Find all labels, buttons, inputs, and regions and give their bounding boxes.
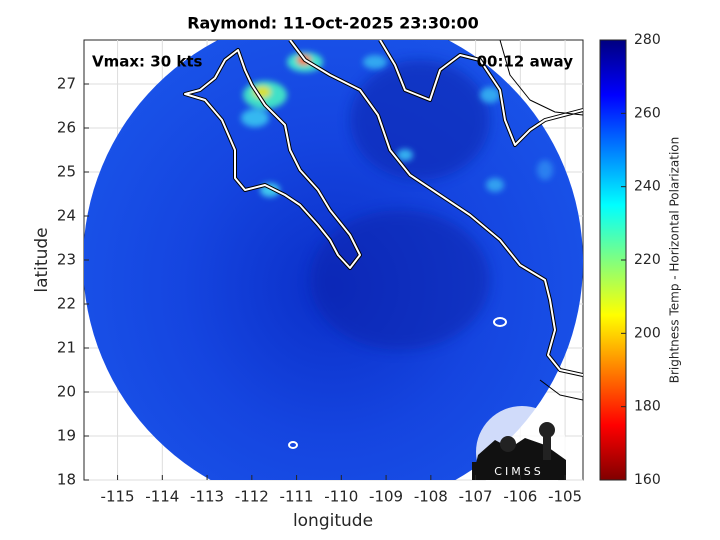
x-tick-label: -106 [503, 488, 537, 506]
y-tick-label: 21 [57, 339, 76, 357]
x-tick-label: -110 [324, 488, 358, 506]
colorbar-tick-label: 280 [634, 32, 661, 48]
annotation: Vmax: 30 kts [92, 53, 202, 71]
y-tick-label: 25 [57, 163, 76, 181]
swath [84, 40, 583, 480]
x-tick-label: -114 [145, 488, 179, 506]
y-tick-label: 22 [57, 295, 76, 313]
warm-spots [241, 52, 553, 197]
colorbar-tick-label: 200 [634, 325, 661, 341]
colorbar-tick-label: 160 [634, 472, 661, 488]
x-tick-label: -113 [190, 488, 224, 506]
colorbar-label: Brightness Temp - Horizontal Polarizatio… [668, 137, 682, 384]
x-tick-label: -112 [235, 488, 269, 506]
x-tick-label: -105 [548, 488, 582, 506]
annotation: 00:12 away [477, 53, 574, 71]
cold-region [310, 210, 490, 350]
y-tick-label: 19 [57, 427, 76, 445]
x-tick-label: -115 [101, 488, 135, 506]
colorbar-tick-label: 180 [634, 399, 661, 415]
x-axis-label: longitude [293, 511, 373, 531]
x-tick-label: -111 [280, 488, 314, 506]
x-tick-label: -109 [369, 488, 403, 506]
logo: CIMSS [472, 406, 568, 498]
y-tick-label: 24 [57, 207, 76, 225]
logo-text: CIMSS [494, 465, 543, 478]
y-tick-label: 18 [57, 471, 76, 489]
chart-title: Raymond: 11-Oct-2025 23:30:00 [187, 14, 479, 33]
coastlines [183, 40, 583, 449]
y-tick-label: 20 [57, 383, 76, 401]
x-tick-label: -107 [459, 488, 493, 506]
x-tick-label: -108 [414, 488, 448, 506]
y-tick-label: 23 [57, 251, 76, 269]
y-tick-label: 26 [57, 119, 76, 137]
colorbar-tick-label: 260 [634, 105, 661, 121]
y-axis-label: latitude [32, 227, 52, 292]
colorbar-tick-label: 220 [634, 252, 661, 268]
cold-region [350, 60, 490, 180]
y-tick-label: 27 [57, 75, 76, 93]
colorbar-tick-label: 240 [634, 179, 661, 195]
